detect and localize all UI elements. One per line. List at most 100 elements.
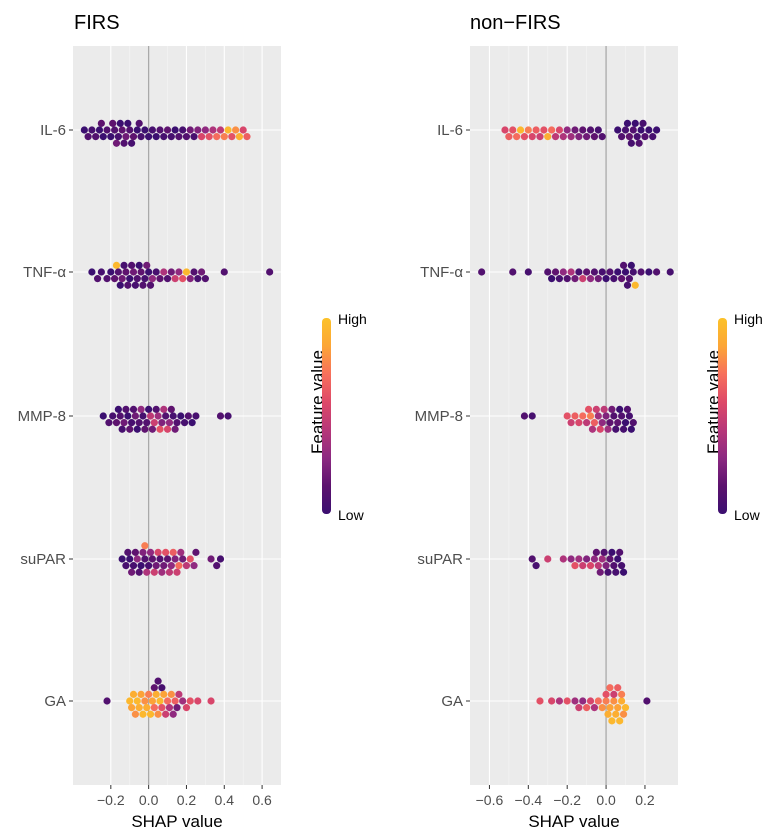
shap-point — [629, 419, 637, 427]
legend-low-label: Low — [338, 507, 364, 523]
shap-point — [623, 281, 632, 289]
shap-point — [171, 425, 179, 433]
legend-firs: Feature value High Low — [300, 300, 390, 540]
shap-point — [171, 555, 179, 563]
shap-point — [575, 704, 583, 712]
shap-point — [135, 119, 143, 127]
shap-point — [192, 548, 200, 556]
shap-point — [148, 425, 157, 433]
shap-point — [177, 412, 185, 420]
shap-point — [548, 697, 556, 705]
shap-point — [167, 405, 175, 413]
shap-point — [103, 697, 111, 705]
shap-point — [216, 126, 225, 134]
shap-point — [213, 133, 221, 141]
shap-point — [619, 568, 628, 576]
shap-point — [235, 133, 243, 141]
shap-point — [551, 133, 560, 141]
shap-point — [604, 425, 612, 433]
shap-point — [128, 419, 136, 427]
shap-point — [88, 268, 96, 276]
shap-point — [220, 133, 228, 141]
shap-point — [184, 412, 192, 420]
shap-point — [224, 412, 232, 420]
shap-point — [103, 275, 111, 283]
shap-point — [146, 710, 155, 718]
shap-point — [571, 412, 579, 420]
shap-point — [145, 405, 153, 413]
shap-point — [201, 275, 209, 283]
shap-point — [152, 405, 160, 413]
panel-title-firs: FIRS — [74, 12, 120, 34]
shap-point — [575, 419, 583, 427]
shap-point — [146, 281, 155, 289]
shap-point — [112, 261, 121, 269]
shap-point — [186, 275, 194, 283]
shap-point — [583, 555, 591, 563]
shap-point — [571, 275, 579, 283]
shap-point — [150, 684, 158, 692]
shap-point — [169, 548, 177, 556]
x-tick-label: −0.4 — [514, 792, 542, 808]
shap-point — [606, 419, 614, 427]
shap-point — [621, 419, 630, 427]
shap-point — [163, 126, 172, 134]
shap-point — [163, 555, 172, 563]
y-tick-label: TNF-α — [420, 264, 463, 281]
shap-point — [610, 697, 618, 705]
shap-point — [602, 275, 610, 283]
shap-point — [139, 548, 147, 556]
shap-point — [606, 684, 614, 692]
shap-point — [126, 126, 134, 134]
shap-point — [109, 412, 117, 420]
shap-point — [158, 568, 166, 576]
shap-point — [173, 568, 181, 576]
shap-point — [165, 568, 174, 576]
shap-point — [627, 261, 635, 269]
shap-point — [619, 261, 628, 269]
shap-point — [122, 268, 130, 276]
shap-point — [635, 139, 643, 147]
shap-point — [540, 126, 548, 134]
shap-point — [551, 268, 560, 276]
shap-point — [548, 126, 556, 134]
shap-point — [124, 281, 132, 289]
shap-point — [133, 555, 141, 563]
shap-point — [625, 275, 634, 283]
shap-point — [216, 555, 225, 563]
shap-point — [224, 126, 232, 134]
shap-point — [643, 697, 651, 705]
shap-point — [623, 405, 632, 413]
shap-point — [141, 275, 149, 283]
shap-point — [608, 717, 616, 725]
shap-point — [148, 697, 157, 705]
shap-point — [536, 697, 544, 705]
shap-point — [139, 710, 147, 718]
shap-point — [141, 126, 149, 134]
shap-point — [179, 555, 187, 563]
shap-point — [163, 275, 172, 283]
x-tick-label: 0.0 — [139, 792, 159, 808]
shap-point — [192, 412, 200, 420]
shap-point — [621, 704, 630, 712]
shap-point — [131, 281, 139, 289]
shap-point — [641, 133, 649, 141]
shap-point — [563, 275, 571, 283]
shap-point — [555, 126, 564, 134]
shap-point — [579, 562, 587, 570]
shap-point — [139, 281, 147, 289]
shap-point — [614, 268, 622, 276]
shap-point — [141, 697, 149, 705]
shap-point — [528, 133, 536, 141]
shap-point — [616, 717, 624, 725]
shap-point — [154, 412, 162, 420]
shap-point — [645, 268, 653, 276]
shap-point — [606, 555, 614, 563]
legend-non-firs: Feature value High Low — [696, 300, 766, 540]
shap-point — [173, 419, 181, 427]
shap-point — [173, 704, 181, 712]
shap-point — [169, 412, 177, 420]
shap-point — [625, 133, 634, 141]
